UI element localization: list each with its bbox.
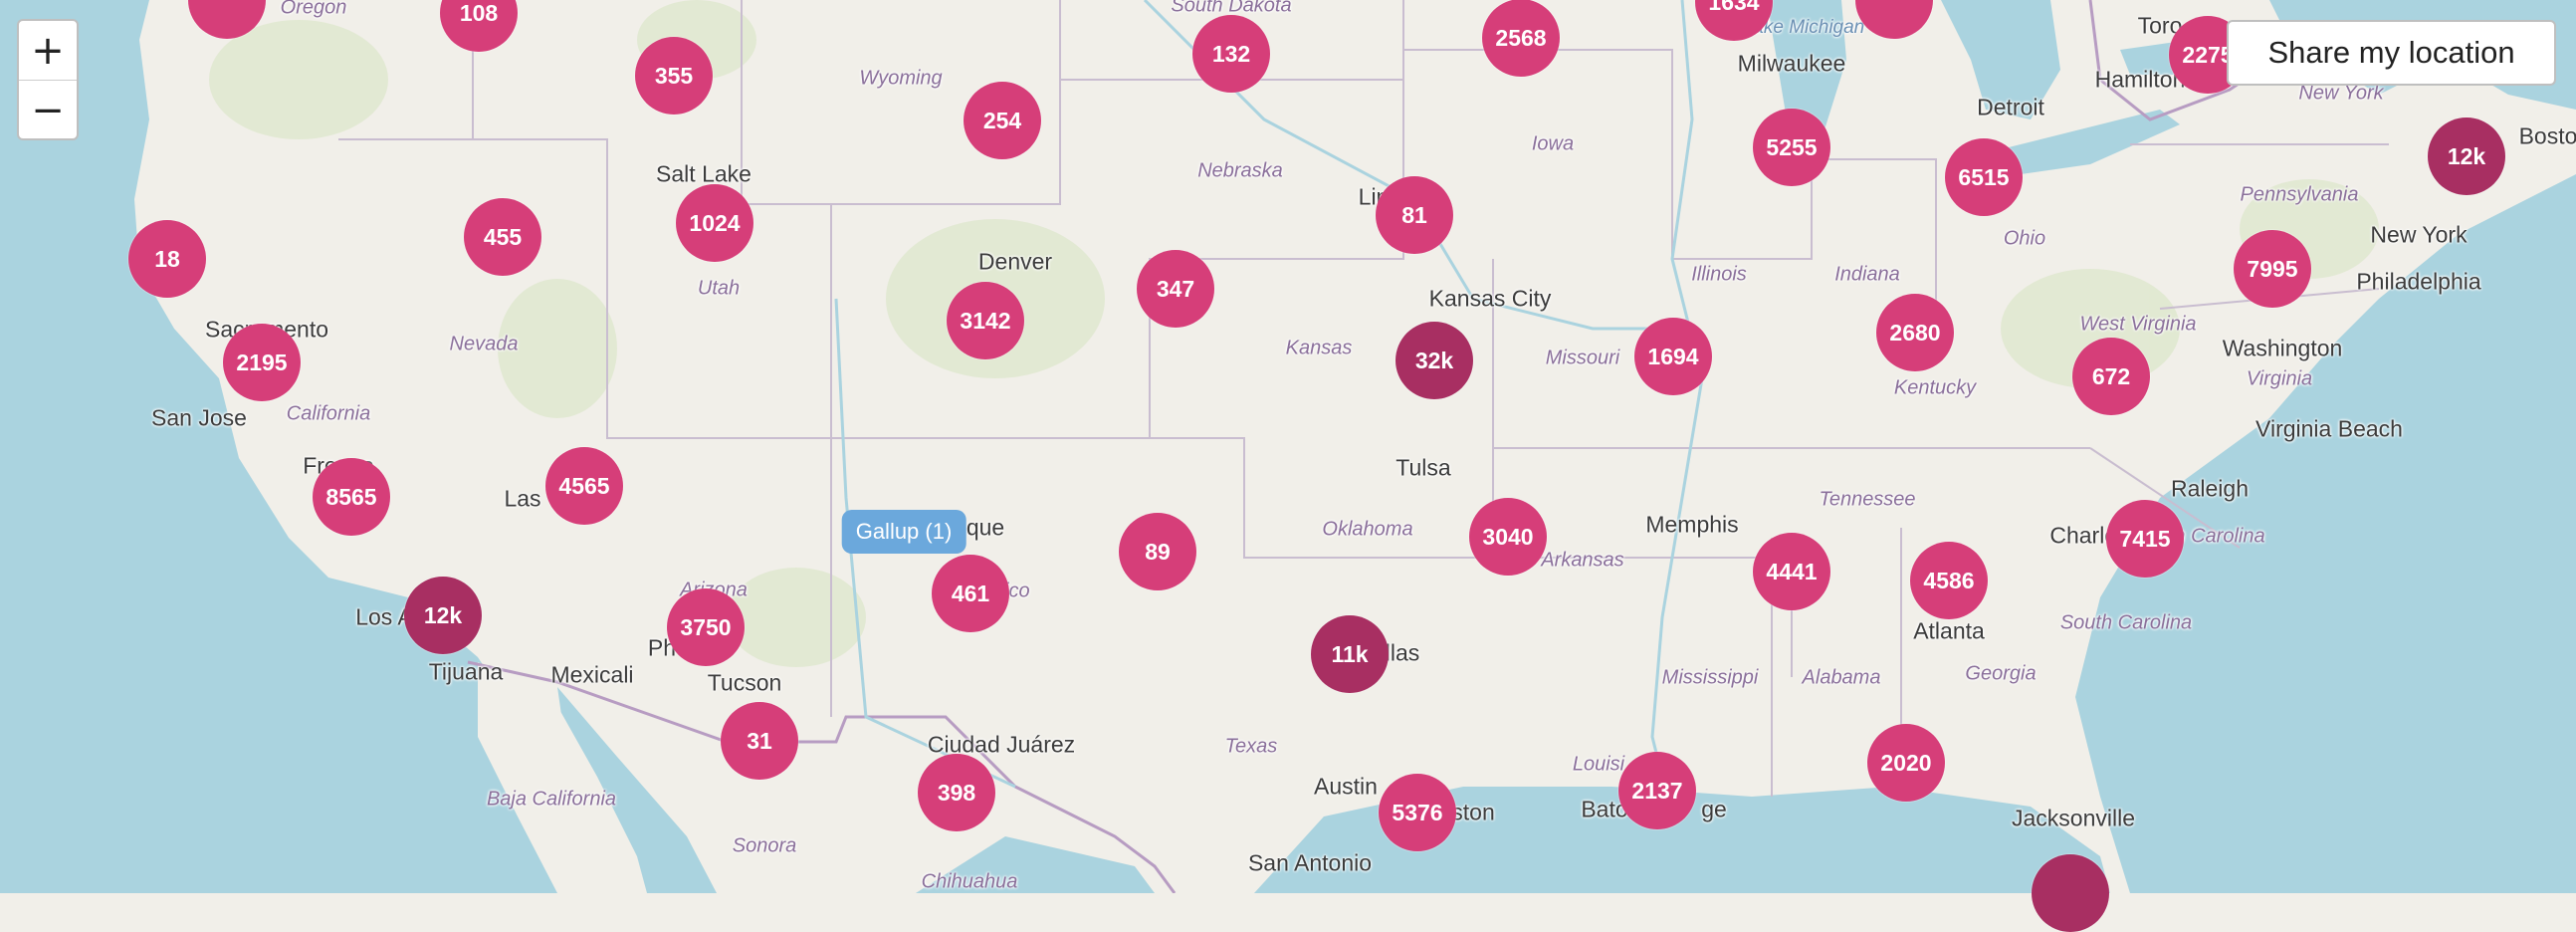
cluster-marker[interactable]: 2137: [1618, 752, 1696, 829]
baja-california-land: [478, 662, 647, 893]
gulf-of-california: [557, 687, 717, 893]
cluster-marker[interactable]: 2568: [1482, 0, 1560, 77]
cluster-marker[interactable]: 4565: [545, 447, 623, 525]
rio-grande: [834, 298, 1016, 789]
cluster-marker[interactable]: 2195: [223, 324, 301, 401]
cluster-markers: 108 1634 2568 132 2275 355 254 5255 12k 6515 1024 4…: [128, 0, 2505, 932]
cluster-marker[interactable]: 461: [932, 555, 1009, 632]
cluster-marker[interactable]: 6515: [1945, 138, 2023, 216]
map-base[interactable]: [0, 0, 2576, 893]
cluster-marker[interactable]: 3142: [947, 282, 1024, 359]
lake-huron-water: [1941, 0, 2060, 119]
cluster-marker[interactable]: 132: [1192, 15, 1270, 93]
cluster-marker[interactable]: 12k: [2428, 117, 2505, 195]
cluster-marker[interactable]: 254: [964, 82, 1041, 159]
missouri-river: [1143, 0, 1672, 331]
cluster-marker[interactable]: 5376: [1379, 774, 1456, 851]
cluster-marker[interactable]: 12k: [404, 577, 482, 654]
cluster-marker[interactable]: 7415: [2106, 500, 2184, 578]
zoom-out-button[interactable]: −: [19, 80, 77, 138]
cluster-marker[interactable]: 5255: [1753, 109, 1830, 186]
cluster-marker[interactable]: 1024: [676, 184, 753, 262]
state-borders: [338, 0, 2389, 797]
cluster-marker[interactable]: [1855, 0, 1933, 39]
cluster-marker[interactable]: 32k: [1395, 322, 1473, 399]
zoom-control: + −: [17, 19, 79, 140]
cluster-marker[interactable]: 1694: [1634, 318, 1712, 395]
cluster-marker[interactable]: 4441: [1753, 533, 1830, 610]
cluster-marker[interactable]: [2032, 854, 2109, 932]
cluster-marker[interactable]: 4586: [1910, 542, 1988, 619]
cluster-marker[interactable]: 89: [1119, 513, 1196, 590]
gallup-tooltip[interactable]: Gallup (1): [841, 510, 966, 554]
cluster-marker[interactable]: 11k: [1311, 615, 1389, 693]
cluster-marker[interactable]: 3040: [1469, 498, 1547, 576]
lake-erie-water: [2001, 110, 2180, 174]
cluster-marker[interactable]: 7995: [2234, 230, 2311, 308]
cluster-marker[interactable]: 108: [440, 0, 518, 52]
cluster-marker[interactable]: 81: [1376, 176, 1453, 254]
cluster-marker[interactable]: 672: [2072, 338, 2150, 415]
cluster-marker[interactable]: 455: [464, 198, 541, 276]
mexico-border: [467, 660, 1177, 893]
cluster-marker[interactable]: 8565: [313, 458, 390, 536]
cluster-marker[interactable]: 1634: [1695, 0, 1773, 41]
mississippi-river: [1650, 0, 1704, 817]
share-location-button[interactable]: Share my location: [2227, 20, 2556, 86]
cluster-marker[interactable]: 2020: [1867, 724, 1945, 802]
cluster-marker[interactable]: [188, 0, 266, 39]
cluster-marker[interactable]: 3750: [667, 588, 745, 666]
cluster-marker[interactable]: 18: [128, 220, 206, 298]
cluster-marker[interactable]: 347: [1137, 250, 1214, 328]
cluster-marker[interactable]: 398: [918, 754, 995, 831]
zoom-in-button[interactable]: +: [31, 27, 65, 74]
gulf-of-mexico: [1254, 787, 2110, 893]
cluster-marker[interactable]: 355: [635, 37, 713, 115]
cluster-marker[interactable]: 31: [721, 702, 798, 780]
cluster-marker[interactable]: 2680: [1876, 294, 1954, 371]
